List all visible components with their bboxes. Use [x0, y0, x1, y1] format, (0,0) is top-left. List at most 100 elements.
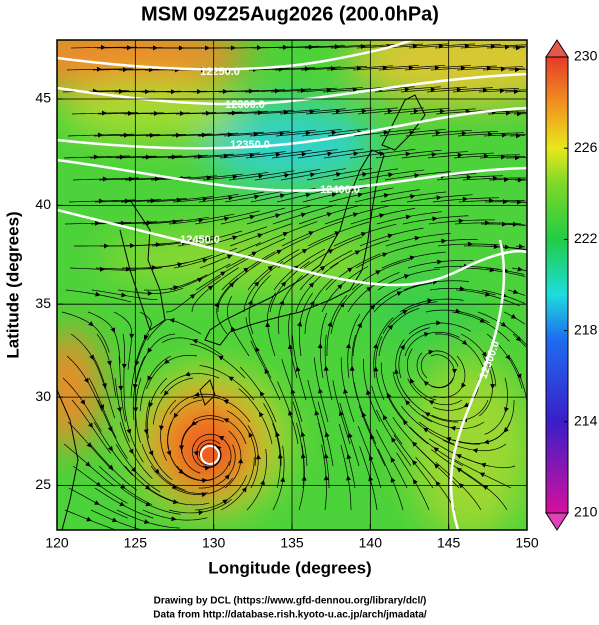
streamline-arrow — [472, 448, 478, 454]
contour-line — [57, 106, 527, 150]
streamline-arrow — [514, 67, 520, 73]
streamline-arrow — [95, 291, 101, 297]
streamline-arrow — [515, 45, 521, 51]
streamline-arrow — [119, 154, 125, 160]
streamline-arrow — [171, 516, 177, 522]
streamline-arrow — [405, 399, 411, 406]
streamline-arrow — [119, 501, 125, 507]
streamline-arrow — [400, 344, 405, 350]
colorbar-min-arrow — [545, 512, 569, 531]
streamline-arrow — [189, 294, 196, 300]
typhoon-center — [200, 445, 220, 465]
streamline-arrow — [482, 87, 488, 93]
streamline-arrow — [123, 132, 129, 138]
streamline-arrow — [107, 445, 113, 452]
streamline-arrow — [482, 485, 489, 491]
streamline-arrow — [88, 321, 94, 327]
streamline-arrow — [232, 235, 238, 241]
streamline-arrow — [452, 368, 458, 374]
streamline-arrow — [317, 388, 323, 394]
streamline-arrow — [107, 426, 113, 432]
streamline-arrow — [259, 391, 265, 397]
streamline-arrow — [500, 66, 506, 72]
colorbar-tick-label: 226 — [574, 139, 598, 155]
streamline-arrow — [387, 233, 394, 239]
title: MSM 09Z25Aug2026 (200.0hPa) — [141, 3, 439, 25]
streamline-arrow — [248, 432, 254, 438]
streamline-arrow — [275, 152, 281, 158]
streamline-arrow — [98, 198, 104, 204]
streamline-arrow — [349, 365, 355, 371]
streamline-arrow — [431, 152, 437, 158]
streamline-arrow — [504, 406, 509, 413]
streamline-arrow — [379, 213, 385, 219]
streamline-arrow — [323, 453, 329, 459]
streamline-arrow — [99, 404, 105, 410]
streamline-arrow — [128, 176, 134, 182]
streamline-arrow — [338, 410, 344, 416]
streamline-arrow — [248, 88, 254, 94]
x-axis-label: Longitude (degrees) — [208, 558, 371, 577]
streamline-arrow — [352, 212, 359, 218]
streamline-arrow — [327, 321, 333, 327]
streamline-arrow — [361, 108, 367, 114]
streamline-arrow — [143, 519, 150, 524]
streamline-arrow — [327, 249, 334, 254]
streamline-arrow — [202, 196, 208, 202]
streamline-arrow — [479, 472, 486, 478]
x-tick-label: 145 — [437, 535, 461, 551]
streamline-arrow — [120, 220, 126, 226]
streamline-arrow — [346, 475, 351, 481]
streamline-arrow — [375, 270, 381, 275]
streamline-arrow — [254, 194, 260, 200]
streamline-arrow — [100, 44, 106, 50]
streamline-arrow — [224, 216, 230, 222]
streamline-arrow — [466, 174, 472, 180]
streamline-arrow — [413, 478, 418, 485]
streamline-arrow — [510, 313, 517, 319]
streamline-arrow — [163, 390, 169, 396]
streamline-arrow — [423, 427, 429, 433]
streamline-arrow — [224, 474, 230, 480]
streamline-arrow — [145, 484, 151, 490]
streamline-arrow — [111, 517, 118, 523]
streamline-arrow — [184, 371, 191, 377]
footer-line: Data from http://database.rish.kyoto-u.a… — [153, 610, 427, 621]
streamline-arrow — [409, 130, 415, 136]
streamline-arrow — [118, 88, 124, 94]
streamline-arrow — [218, 436, 225, 441]
contour-label: 12450.0 — [180, 234, 220, 246]
streamline-arrow — [198, 217, 204, 223]
streamline-arrow — [300, 212, 307, 218]
streamline-arrow — [148, 450, 154, 456]
streamline-arrow — [370, 434, 375, 440]
colorbar-max-arrow — [545, 39, 569, 58]
contour-label: 12300.0 — [225, 99, 265, 111]
streamline-arrow — [513, 89, 519, 95]
streamline-arrow — [479, 318, 486, 323]
streamline-arrow — [365, 389, 371, 396]
x-tick-label: 125 — [124, 535, 148, 551]
grid: 120 125 130 135 140 145 150 25 30 35 40 45 — [35, 40, 539, 551]
x-tick-label: 120 — [45, 535, 69, 551]
streamline-arrow — [323, 475, 329, 481]
streamline-arrow — [410, 194, 416, 199]
streamline-arrow — [352, 87, 358, 93]
streamline-arrow — [295, 366, 301, 372]
streamline-arrow — [362, 172, 368, 177]
streamline-arrow — [461, 339, 468, 345]
contour-label: 12250.0 — [200, 66, 240, 78]
streamline-arrow — [500, 154, 506, 160]
streamline-arrow — [218, 355, 224, 361]
streamline-arrow — [414, 173, 420, 178]
streamline-arrow — [500, 321, 507, 327]
streamline-arrow — [145, 154, 151, 160]
streamline-arrow — [403, 274, 410, 279]
streamline-arrow — [175, 132, 181, 138]
streamline-arrow — [108, 464, 114, 470]
colorbar-tick-label: 222 — [574, 230, 598, 246]
streamline-arrow — [94, 220, 100, 226]
streamline-arrow — [207, 285, 214, 291]
streamline-arrow — [387, 324, 394, 330]
streamline-arrow — [134, 360, 140, 367]
